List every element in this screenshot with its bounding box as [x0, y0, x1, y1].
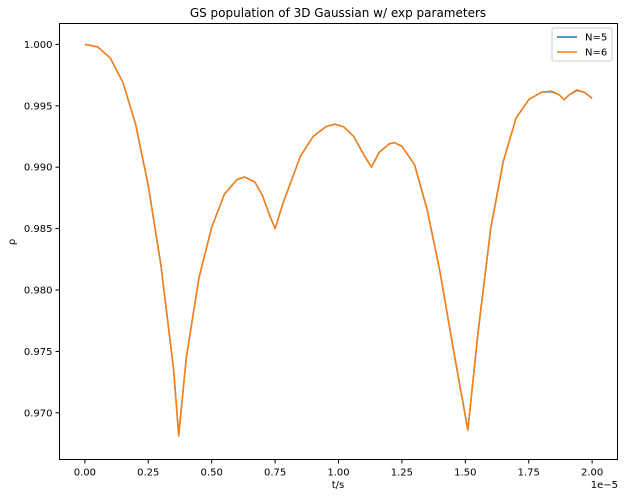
- x-tick-label: 0.75: [264, 468, 286, 479]
- y-tick-label: 0.995: [24, 101, 53, 112]
- y-axis-label: ρ: [7, 239, 18, 245]
- y-tick-label: 1.000: [24, 40, 53, 51]
- y-tick-label: 0.990: [24, 163, 53, 174]
- plot-frame: [59, 23, 618, 460]
- y-tick-label: 0.985: [24, 224, 53, 235]
- x-tick-label: 0.00: [74, 468, 96, 479]
- y-tick-label: 0.980: [24, 286, 53, 297]
- legend: N=5N=6: [551, 27, 613, 62]
- x-tick-label: 1.50: [454, 468, 476, 479]
- legend-label-N=6: N=6: [585, 48, 607, 59]
- x-tick-label: 1.25: [391, 468, 413, 479]
- y-tick-label: 0.970: [24, 408, 53, 419]
- x-tick-label: 2.00: [581, 468, 603, 479]
- x-tick-label: 0.25: [137, 468, 159, 479]
- x-tick-label: 1.75: [518, 468, 540, 479]
- x-tick-label: 1.00: [327, 468, 349, 479]
- y-tick-label: 0.975: [24, 347, 53, 358]
- x-tick-label: 0.50: [201, 468, 223, 479]
- y-axis: 0.970 0.975 0.980 0.985 0.990 0.995 1.000: [24, 40, 60, 419]
- legend-label-N=5: N=5: [585, 33, 607, 44]
- plot-area: [84, 43, 593, 437]
- series-line-N=6: [84, 43, 593, 437]
- chart-title: GS population of 3D Gaussian w/ exp para…: [190, 6, 486, 20]
- x-axis-offset-label: 1e−5: [591, 480, 618, 491]
- x-axis: 0.00 0.25 0.50 0.75 1.00 1.25 1.50 1.75 2.00: [74, 459, 603, 479]
- x-axis-label: t/s: [332, 480, 345, 491]
